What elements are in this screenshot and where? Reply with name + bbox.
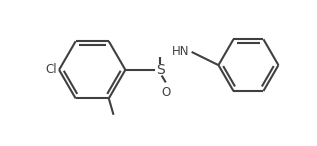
Text: S: S xyxy=(156,63,165,77)
Text: O: O xyxy=(162,86,171,99)
Text: Cl: Cl xyxy=(45,63,56,76)
Text: HN: HN xyxy=(171,45,189,58)
